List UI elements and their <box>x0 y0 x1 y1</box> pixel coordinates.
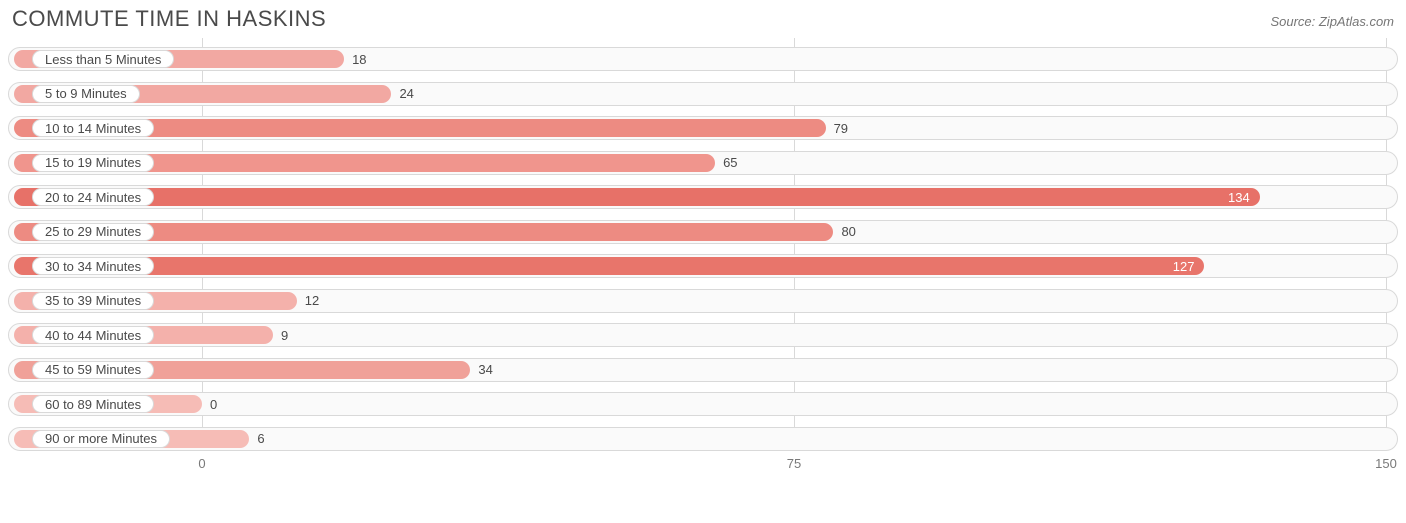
x-tick-label: 75 <box>787 456 801 471</box>
chart-source: Source: ZipAtlas.com <box>1270 14 1394 29</box>
x-tick-label: 150 <box>1375 456 1397 471</box>
bar-row: 35 to 39 Minutes 12 <box>8 286 1398 316</box>
bar-row: 90 or more Minutes 6 <box>8 424 1398 454</box>
category-label: 45 to 59 Minutes <box>32 361 154 379</box>
bar-row: 25 to 29 Minutes 80 <box>8 217 1398 247</box>
chart-title: COMMUTE TIME IN HASKINS <box>12 6 326 32</box>
category-label: 35 to 39 Minutes <box>32 292 154 310</box>
x-axis: 0 75 150 <box>8 454 1398 478</box>
bar-row: 40 to 44 Minutes 9 <box>8 320 1398 350</box>
value-label: 18 <box>344 44 366 74</box>
chart-header: COMMUTE TIME IN HASKINS Source: ZipAtlas… <box>8 6 1398 38</box>
category-label: 10 to 14 Minutes <box>32 119 154 137</box>
bar-row: Less than 5 Minutes 18 <box>8 44 1398 74</box>
category-label: Less than 5 Minutes <box>32 50 174 68</box>
value-label: 0 <box>202 389 217 419</box>
value-label: 24 <box>391 79 413 109</box>
x-tick-label: 0 <box>198 456 205 471</box>
value-label: 6 <box>249 424 264 454</box>
value-label: 65 <box>715 148 737 178</box>
bar-row: 20 to 24 Minutes134 <box>8 182 1398 212</box>
value-label: 12 <box>297 286 319 316</box>
category-label: 40 to 44 Minutes <box>32 326 154 344</box>
value-label: 134 <box>14 182 1260 212</box>
chart-area: Less than 5 Minutes 18 5 to 9 Minutes 24 10 … <box>8 38 1398 478</box>
bar-row: 15 to 19 Minutes 65 <box>8 148 1398 178</box>
value-label: 79 <box>826 113 848 143</box>
value-label: 80 <box>833 217 855 247</box>
chart-plot: Less than 5 Minutes 18 5 to 9 Minutes 24 10 … <box>8 38 1398 458</box>
value-label: 34 <box>470 355 492 385</box>
category-label: 25 to 29 Minutes <box>32 223 154 241</box>
category-label: 5 to 9 Minutes <box>32 85 140 103</box>
chart-rows: Less than 5 Minutes 18 5 to 9 Minutes 24 10 … <box>8 38 1398 454</box>
value-label: 9 <box>273 320 288 350</box>
value-label: 127 <box>14 251 1204 281</box>
bar-row: 30 to 34 Minutes127 <box>8 251 1398 281</box>
bar-row: 5 to 9 Minutes 24 <box>8 79 1398 109</box>
bar-row: 45 to 59 Minutes 34 <box>8 355 1398 385</box>
category-label: 15 to 19 Minutes <box>32 154 154 172</box>
bar-row: 10 to 14 Minutes 79 <box>8 113 1398 143</box>
category-label: 60 to 89 Minutes <box>32 395 154 413</box>
category-label: 90 or more Minutes <box>32 430 170 448</box>
bar-row: 60 to 89 Minutes 0 <box>8 389 1398 419</box>
